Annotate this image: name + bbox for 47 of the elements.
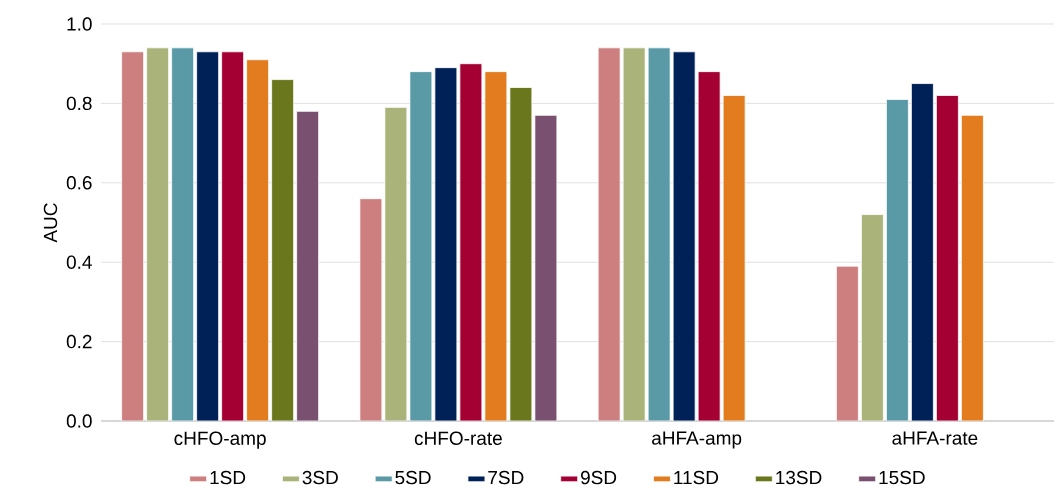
bar [697, 71, 721, 421]
bar [409, 71, 433, 421]
bar [146, 47, 170, 421]
bar [459, 63, 483, 421]
legend-label: 5SD [395, 470, 431, 485]
bar [597, 47, 621, 421]
bar [534, 114, 558, 421]
legend-label: 7SD [488, 470, 524, 485]
y-tick-label: 0.4 [66, 255, 92, 269]
x-tick-label: cHFO-amp [174, 431, 266, 449]
legend-label: 11SD [674, 470, 719, 485]
y-tick-label: 0.6 [66, 176, 92, 190]
legend-label: 1SD [210, 470, 246, 485]
bar [484, 71, 508, 421]
bar [434, 67, 458, 421]
bar [296, 110, 320, 421]
bar [960, 114, 984, 421]
bar [722, 95, 746, 421]
legend-label: 15SD [879, 470, 925, 485]
bar [509, 87, 533, 421]
legend-label: 13SD [776, 470, 822, 485]
x-tick-label: cHFO-rate [414, 431, 502, 445]
y-tick-label: 0.2 [66, 334, 92, 349]
bar [196, 51, 220, 421]
x-tick-label: aHFA-rate [892, 431, 978, 445]
bar [271, 79, 295, 421]
bar [860, 214, 884, 421]
bar [246, 59, 270, 421]
bar [835, 265, 859, 421]
y-tick-label: 1.0 [67, 17, 92, 31]
y-tick-label: 0.8 [66, 96, 92, 111]
y-tick-label: 0.0 [66, 414, 92, 428]
bar [359, 198, 383, 421]
y-axis-title: AUC [43, 203, 58, 243]
bar [672, 51, 696, 421]
bar [885, 99, 909, 421]
bar [221, 51, 245, 421]
bar [935, 95, 959, 421]
bar [910, 83, 934, 421]
bar [121, 51, 145, 421]
bar [171, 47, 195, 421]
x-tick-label: aHFA-amp [652, 431, 742, 449]
bar [622, 47, 646, 421]
bar [384, 106, 408, 421]
bar [647, 47, 671, 421]
legend-label: 3SD [302, 470, 338, 485]
legend-label: 9SD [580, 470, 617, 485]
